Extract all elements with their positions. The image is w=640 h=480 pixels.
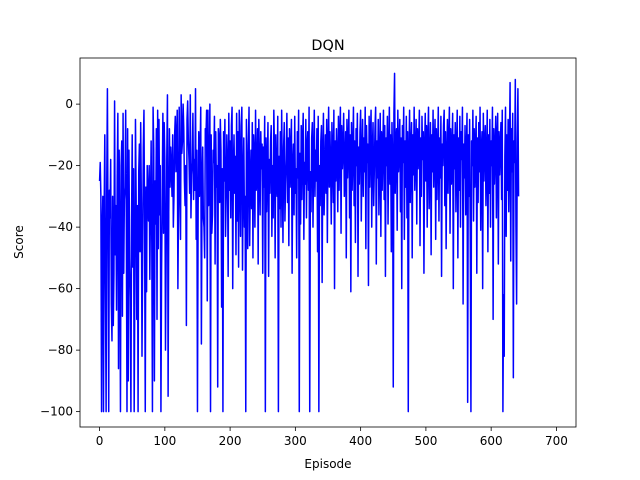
y-tick-label: 0	[65, 97, 73, 111]
x-tick-label: 0	[96, 434, 104, 448]
x-tick-label: 700	[545, 434, 568, 448]
x-tick-label: 500	[414, 434, 437, 448]
x-axis: 0 100 200 300 400 500 600 700	[96, 427, 568, 448]
y-axis: −100 −80 −60 −40 −20 0	[40, 97, 80, 419]
y-tick-label: −100	[40, 405, 73, 419]
x-tick-label: 100	[153, 434, 176, 448]
y-tick-label: −20	[48, 159, 73, 173]
x-tick-label: 300	[284, 434, 307, 448]
y-tick-label: −40	[48, 220, 73, 234]
plot-area	[98, 72, 520, 413]
x-axis-label: Episode	[304, 457, 351, 471]
x-tick-label: 400	[349, 434, 372, 448]
y-tick-label: −80	[48, 343, 73, 357]
y-tick-label: −60	[48, 282, 73, 296]
y-axis-label: Score	[12, 225, 26, 259]
series-line-0	[98, 72, 520, 413]
x-tick-label: 600	[480, 434, 503, 448]
chart-title: DQN	[311, 38, 344, 54]
x-tick-label: 200	[219, 434, 242, 448]
axes-frame	[79, 57, 577, 428]
